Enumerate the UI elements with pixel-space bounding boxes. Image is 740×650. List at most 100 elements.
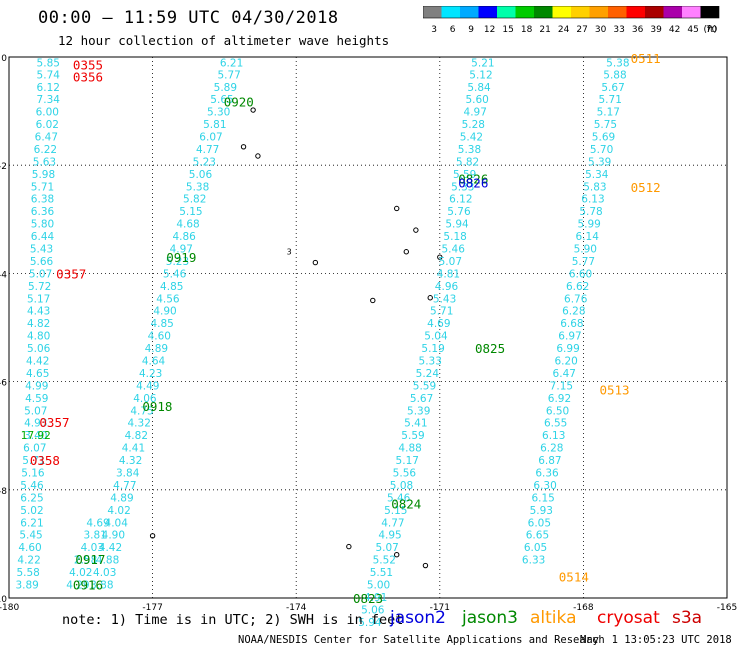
wave-height-value: 6.47 bbox=[553, 368, 576, 380]
wave-height-value: 4.64 bbox=[142, 356, 166, 368]
color-scale-bar: 3 6 9 12 15 18 21 24 27 30 33 36 39 42 45 70(ft) bbox=[423, 6, 720, 35]
wave-height-value: 5.43 bbox=[433, 293, 456, 305]
wave-height-value: 6.65 bbox=[526, 530, 549, 542]
wave-height-value: 6.44 bbox=[31, 231, 55, 243]
pass-time-label: 0823 bbox=[353, 591, 383, 606]
wave-height-value: 4.88 bbox=[96, 555, 119, 567]
pass-time-label: 0918 bbox=[142, 399, 172, 414]
wave-height-value: 4.03 bbox=[93, 567, 116, 579]
wave-height-value: 5.51 bbox=[370, 567, 393, 579]
wave-height-value: 4.41 bbox=[122, 443, 145, 455]
colorbar-swatch bbox=[552, 6, 571, 18]
wave-height-value: 6.00 bbox=[36, 107, 59, 119]
legend-entry-jason3: jason3 bbox=[462, 608, 518, 628]
wave-height-value: 6.87 bbox=[538, 455, 561, 467]
wave-height-value: 4.82 bbox=[27, 318, 50, 330]
wave-height-value: 5.07 bbox=[24, 405, 47, 417]
wave-height-value: 6.02 bbox=[36, 119, 59, 131]
colorbar-tick-label: 36 bbox=[632, 25, 644, 35]
wave-height-value: 6.33 bbox=[522, 555, 545, 567]
wave-height-value: 5.78 bbox=[579, 206, 602, 218]
wave-height-value: 4.89 bbox=[110, 492, 133, 504]
pass-time-label: 0355 bbox=[73, 58, 103, 73]
colorbar-tick-label: 12 bbox=[484, 25, 495, 35]
wave-height-value: 4.60 bbox=[148, 331, 171, 343]
wave-height-value: 5.99 bbox=[577, 219, 600, 231]
colorbar-tick-label: 33 bbox=[613, 25, 624, 35]
wave-height-value: 17.92 bbox=[21, 430, 51, 442]
wave-height-value: 6.05 bbox=[524, 542, 547, 554]
wave-height-value: 6.97 bbox=[558, 331, 581, 343]
wave-height-value: 6.36 bbox=[31, 206, 55, 218]
wave-height-value: 5.15 bbox=[179, 206, 202, 218]
wave-height-value: 4.77 bbox=[113, 480, 136, 492]
wave-height-value: 6.12 bbox=[449, 194, 472, 206]
wave-height-value: 6.62 bbox=[566, 281, 589, 293]
colorbar-tick-label: 30 bbox=[595, 25, 607, 35]
wave-height-value: 4.59 bbox=[25, 393, 48, 405]
wave-height-value: 6.25 bbox=[20, 492, 43, 504]
wave-height-value: 5.81 bbox=[203, 119, 226, 131]
wave-height-value: 5.82 bbox=[183, 194, 206, 206]
wave-height-value: 5.56 bbox=[393, 467, 417, 479]
wave-height-value: 6.13 bbox=[542, 430, 565, 442]
colorbar-swatch bbox=[460, 6, 479, 18]
wave-height-value: 5.90 bbox=[574, 244, 597, 256]
wave-height-value: 6.38 bbox=[31, 194, 54, 206]
wave-height-value: 5.77 bbox=[572, 256, 595, 268]
wave-height-value: 5.93 bbox=[530, 505, 553, 517]
wave-height-value: 5.85 bbox=[37, 57, 60, 69]
wave-height-value: 4.88 bbox=[398, 443, 421, 455]
island-outline bbox=[346, 543, 352, 550]
y-tick-label: -2 bbox=[0, 162, 7, 172]
colorbar-tick-label: 27 bbox=[576, 25, 587, 35]
wave-height-value: 5.16 bbox=[21, 467, 45, 479]
colorbar-tick-label: 24 bbox=[558, 25, 570, 35]
wave-height-value: 5.71 bbox=[430, 306, 453, 318]
wave-height-value: 4.85 bbox=[150, 318, 173, 330]
pass-time-label: 0916 bbox=[73, 577, 103, 592]
wave-height-value: 4.49 bbox=[136, 380, 159, 392]
wave-height-value: 5.06 bbox=[361, 604, 385, 616]
wave-height-value: 5.70 bbox=[590, 144, 613, 156]
y-tick-label: -4 bbox=[0, 270, 7, 280]
colorbar-tick-label: 9 bbox=[468, 25, 474, 35]
wave-height-value: 5.41 bbox=[404, 418, 427, 430]
wave-height-value: 4.75 bbox=[130, 405, 153, 417]
wave-height-value: 4.97 bbox=[170, 244, 193, 256]
pass-time-label: 0357 bbox=[56, 266, 86, 281]
wave-height-value: 5.59 bbox=[453, 169, 476, 181]
island-outline bbox=[437, 254, 443, 260]
wave-height-value: 4.96 bbox=[435, 281, 459, 293]
colorbar-swatch bbox=[441, 6, 460, 18]
wave-height-value: 5.42 bbox=[460, 132, 483, 144]
island-outline bbox=[403, 249, 409, 255]
wave-height-value: 4.77 bbox=[196, 144, 219, 156]
wave-height-value: 5.71 bbox=[31, 181, 54, 193]
wave-height-value: 5.39 bbox=[588, 156, 611, 168]
wave-height-value: 5.71 bbox=[22, 455, 45, 467]
colorbar-tick-label: 39 bbox=[650, 25, 662, 35]
wave-height-value: 6.60 bbox=[569, 268, 592, 280]
wave-height-value: 5.89 bbox=[214, 82, 237, 94]
legend-entry-cryosat: cryosat bbox=[597, 608, 660, 628]
wave-height-value: 6.07 bbox=[23, 443, 46, 455]
pass-time-label: 0825 bbox=[475, 341, 505, 356]
wave-height-value: 5.67 bbox=[601, 82, 624, 94]
colorbar-tick-label: 3 bbox=[431, 25, 437, 35]
y-tick-label: -10 bbox=[0, 595, 7, 605]
wave-height-value: 5.33 bbox=[451, 181, 474, 193]
wave-height-value: 4.03 bbox=[81, 542, 104, 554]
wave-height-value: 4.60 bbox=[18, 542, 41, 554]
wave-height-value: 5.06 bbox=[27, 343, 51, 355]
colorbar-swatch bbox=[626, 6, 645, 18]
wave-height-value: 6.13 bbox=[581, 194, 604, 206]
wave-height-value: 4.32 bbox=[128, 418, 151, 430]
island-outline bbox=[413, 227, 419, 233]
pass-time-label: 0826 bbox=[458, 172, 488, 187]
wave-height-value: 5.88 bbox=[603, 69, 626, 81]
wave-height-value: 2.58 bbox=[74, 555, 97, 567]
wave-height-value: 6.21 bbox=[20, 517, 43, 529]
wave-height-value: 4.91 bbox=[364, 592, 387, 604]
wave-height-value: 5.08 bbox=[390, 480, 413, 492]
